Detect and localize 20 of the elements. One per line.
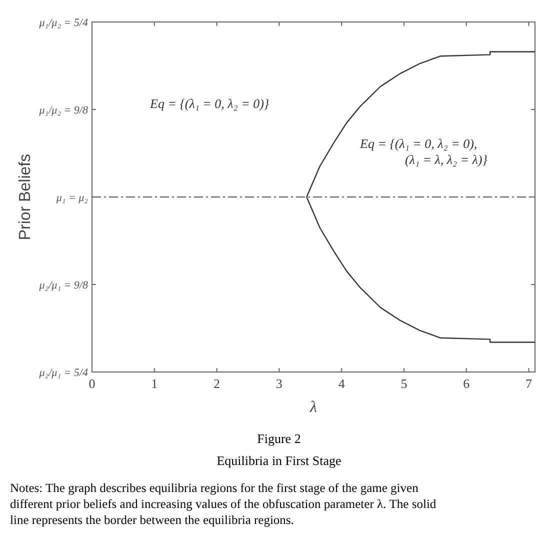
text: μ₁/μ₂ = 9/8 [38,104,88,116]
text: μ₂/μ₁ = 9/8 [38,279,88,292]
x-tick-label: 3 [276,376,282,391]
x-tick-label: 7 [526,376,533,391]
x-tick-label: 6 [463,376,470,391]
annotation: Eq = {(λ₁ = 0, λ₂ = 0), (λ₁ = λ, λ₂ = λ)} [359,136,488,167]
annotation: Eq = {(λ₁ = 0, λ₂ = 0)} [149,96,270,111]
x-tick-label: 4 [338,376,346,391]
x-tick-label: 5 [400,376,408,391]
text: Equilibria in First Stage [216,453,342,468]
text: Notes: The graph describes equilibria regions for the first stage of the game given different prior beliefs and increasing values of the obfuscation parameter λ. The solid line represents the border between the equilibria regions. [10,481,437,527]
y-axis-title: Prior Beliefs [17,154,34,240]
x-tick-label: 2 [214,376,220,391]
text: μ₁ = μ₂ [55,192,88,204]
x-tick-label: 1 [151,376,158,391]
text: μ₂/μ₁ = 5/4 [38,366,88,379]
x-axis-title: λ [309,399,318,416]
x-tick-label: 0 [88,376,96,391]
text: μ₁/μ₂ = 5/4 [38,16,88,29]
text: Figure 2 [257,431,301,446]
